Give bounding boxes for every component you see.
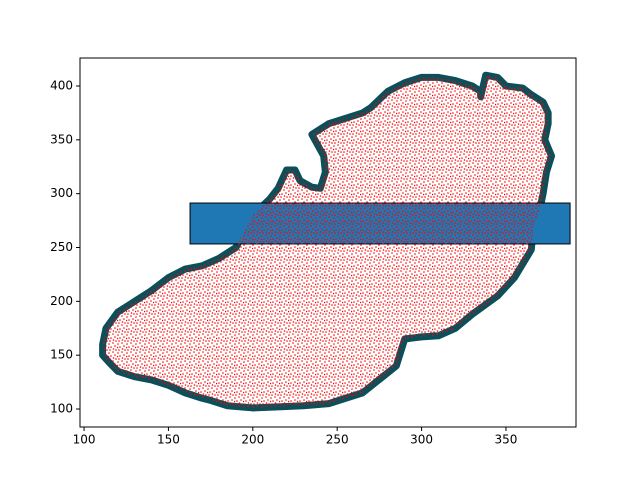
x-tick-label: 250 — [326, 433, 349, 447]
x-tick-label: 100 — [73, 433, 96, 447]
y-tick-label: 150 — [50, 348, 73, 362]
x-tick-label: 300 — [410, 433, 433, 447]
scatter-fill — [102, 75, 552, 408]
x-tick-label: 200 — [241, 433, 264, 447]
y-tick-label: 350 — [50, 132, 73, 146]
y-tick-label: 400 — [50, 78, 73, 92]
y-tick-label: 250 — [50, 240, 73, 254]
y-tick-label: 200 — [50, 294, 73, 308]
y-tick-label: 100 — [50, 402, 73, 416]
y-tick-label: 300 — [50, 186, 73, 200]
axes-frame — [79, 57, 577, 428]
x-tick-label: 350 — [495, 433, 518, 447]
x-tick-label: 150 — [157, 433, 180, 447]
